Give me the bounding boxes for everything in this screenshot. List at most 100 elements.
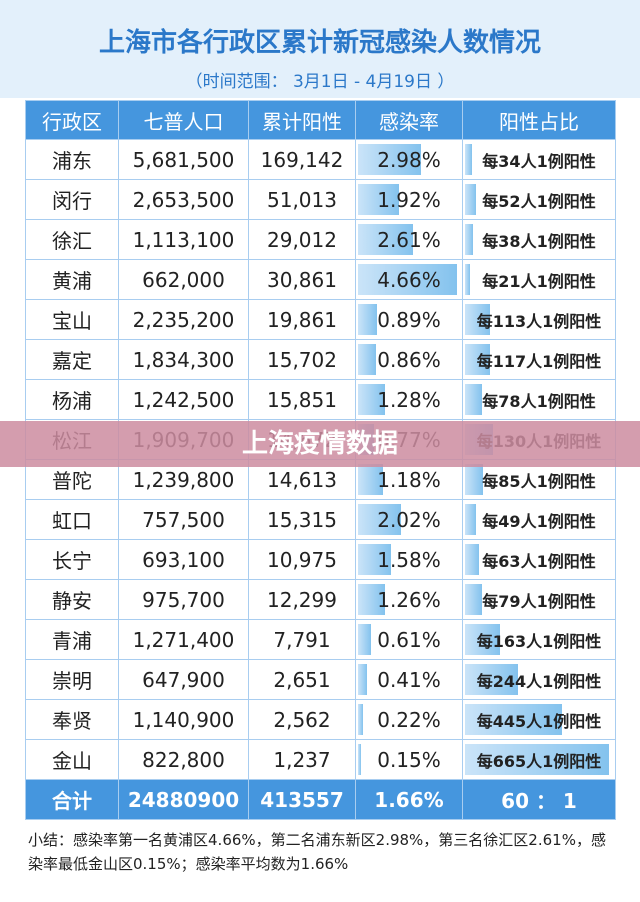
rate-bar: [358, 224, 414, 255]
rate-bar: [358, 264, 457, 295]
rate-bar: [358, 184, 399, 215]
ratio-bar: [465, 224, 474, 255]
cell-text: 662,000: [142, 267, 225, 292]
cell-text: 每117人1例阳性: [476, 351, 602, 371]
cell-text: 15,851: [267, 387, 337, 412]
cell-text: 每665人1例阳性: [476, 751, 602, 771]
cell-text: 每49人1例阳性: [482, 511, 596, 531]
rate-bar: [358, 584, 385, 615]
cell: 10,975: [248, 539, 356, 580]
cell-text: 1,239,800: [132, 467, 235, 492]
cell: 15,315: [248, 499, 356, 540]
cell-text: 宝山: [52, 309, 92, 333]
cell: 嘉定: [25, 339, 119, 380]
cell-text: 15,315: [267, 507, 337, 532]
row: 宝山 2,235,200 19,861 0.89% 每113人1例阳性: [25, 299, 616, 340]
cell-text: 1.58%: [377, 547, 441, 572]
cell-text: 2,562: [273, 707, 331, 732]
cell-text: 每85人1例阳性: [482, 471, 596, 491]
row: 青浦 1,271,400 7,791 0.61% 每163人1例阳性: [25, 619, 616, 660]
cell: 每79人1例阳性: [462, 579, 616, 620]
cell-text: 每63人1例阳性: [482, 551, 596, 571]
ratio-bar: [465, 464, 484, 495]
cell-text: 14,613: [267, 467, 337, 492]
cell-text: 长宁: [52, 549, 92, 573]
cell: 黄浦: [25, 259, 119, 300]
ratio-bar: [465, 384, 482, 415]
cell: 30,861: [248, 259, 356, 300]
row: 金山 822,800 1,237 0.15% 每665人1例阳性: [25, 739, 616, 780]
summary: 小结：感染率第一名黄浦区4.66%，第二名浦东新区2.98%，第三名徐汇区2.6…: [28, 831, 606, 873]
cell: 975,700: [118, 579, 249, 620]
cell: 1.28%: [355, 379, 463, 420]
cell-text: 普陀: [52, 469, 92, 493]
ratio-bar: [465, 184, 477, 215]
total-cell: 24880900: [118, 779, 249, 820]
rate-bar: [358, 344, 377, 375]
cell-text: 1,271,400: [132, 627, 235, 652]
cell: 7,791: [248, 619, 356, 660]
cell-text: 每445人1例阳性: [476, 711, 602, 731]
cell: 2.98%: [355, 139, 463, 180]
cell: 1.92%: [355, 179, 463, 220]
cell: 每244人1例阳性: [462, 659, 616, 700]
cell: 29,012: [248, 219, 356, 260]
ratio-bar: [465, 264, 470, 295]
cell-text: 1,140,900: [132, 707, 235, 732]
cell: 2,235,200: [118, 299, 249, 340]
column-header: 感染率: [355, 100, 463, 140]
cell: 19,861: [248, 299, 356, 340]
row: 静安 975,700 12,299 1.26% 每79人1例阳性: [25, 579, 616, 620]
cell-text: 虹口: [52, 509, 92, 533]
cell: 15,702: [248, 339, 356, 380]
total-cell: 合计: [25, 779, 119, 820]
cell: 0.41%: [355, 659, 463, 700]
cell: 每113人1例阳性: [462, 299, 616, 340]
cell: 2.02%: [355, 499, 463, 540]
cell: 2.61%: [355, 219, 463, 260]
cell-text: 30,861: [267, 267, 337, 292]
cell-text: 5,681,500: [132, 147, 235, 172]
cell-text: 奉贤: [52, 709, 92, 733]
cell-text: 0.61%: [377, 627, 441, 652]
cell: 金山: [25, 739, 119, 780]
cell: 822,800: [118, 739, 249, 780]
ratio-bar: [465, 744, 610, 775]
cell: 1,140,900: [118, 699, 249, 740]
cell: 693,100: [118, 539, 249, 580]
cell: 宝山: [25, 299, 119, 340]
cell: 每63人1例阳性: [462, 539, 616, 580]
row: 崇明 647,900 2,651 0.41% 每244人1例阳性: [25, 659, 616, 700]
ratio-bar: [465, 144, 473, 175]
cell-text: 0.41%: [377, 667, 441, 692]
cell: 每78人1例阳性: [462, 379, 616, 420]
table: 行政区 七普人口 累计阳性 感染率 阳性占比 浦东 5,681,500 169,142 2.98…: [25, 100, 616, 820]
cell-text: 2,235,200: [132, 307, 235, 332]
cell: 每117人1例阳性: [462, 339, 616, 380]
rate-bar: [358, 544, 392, 575]
header-row: 行政区 七普人口 累计阳性 感染率 阳性占比: [25, 100, 616, 140]
row: 长宁 693,100 10,975 1.58% 每63人1例阳性: [25, 539, 616, 580]
cell: 15,851: [248, 379, 356, 420]
cell: 闵行: [25, 179, 119, 220]
total-cell: 1.66%: [355, 779, 463, 820]
cell-text: 0.89%: [377, 307, 441, 332]
cell-text: 黄浦: [52, 269, 92, 293]
cell: 647,900: [118, 659, 249, 700]
cell-text: 12,299: [267, 587, 337, 612]
cell-text: 每113人1例阳性: [476, 311, 602, 331]
ratio-bar: [465, 664, 518, 695]
cell-text: 2.98%: [377, 147, 441, 172]
ratio-bar: [465, 344, 491, 375]
cell: 662,000: [118, 259, 249, 300]
cell: 1,113,100: [118, 219, 249, 260]
cell-text: 每21人1例阳性: [482, 271, 596, 291]
cell: 51,013: [248, 179, 356, 220]
ratio-bar: [465, 584, 483, 615]
ratio-bar: [465, 544, 479, 575]
cell-text: 975,700: [142, 587, 225, 612]
subtitle: （时间范围： 3月1日 - 4月19日 ）: [185, 72, 455, 92]
cell: 每445人1例阳性: [462, 699, 616, 740]
cell: 每38人1例阳性: [462, 219, 616, 260]
